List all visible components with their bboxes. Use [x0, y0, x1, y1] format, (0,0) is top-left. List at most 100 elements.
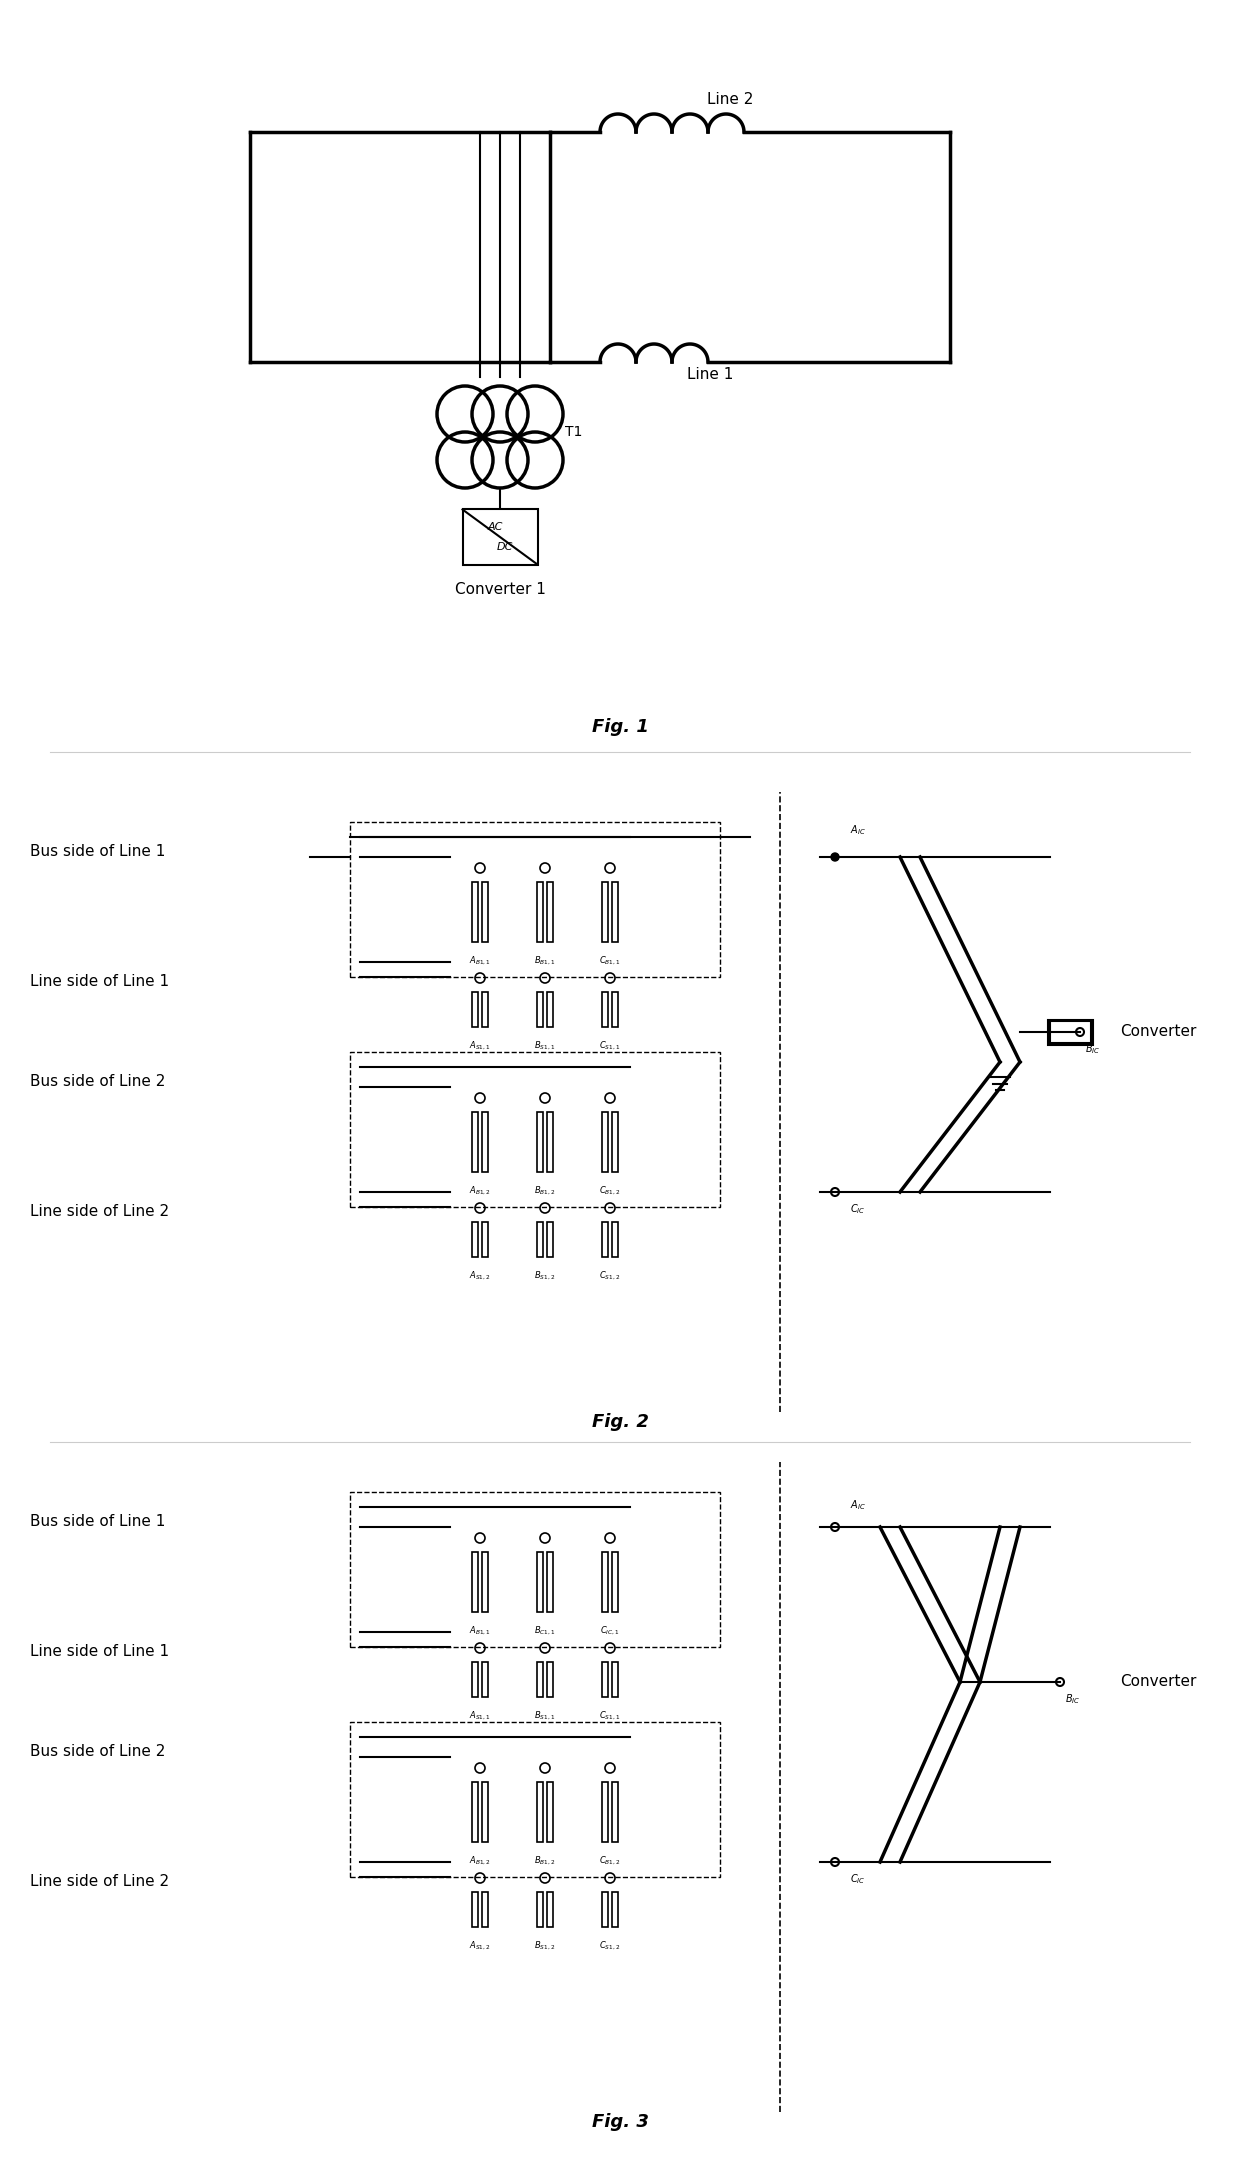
Text: Line 2: Line 2	[707, 92, 753, 107]
Bar	[547, 1783, 553, 1842]
Text: $B_{C1,1}$: $B_{C1,1}$	[534, 1626, 556, 1636]
Bar	[601, 1663, 608, 1698]
Text: $C_{S1,1}$: $C_{S1,1}$	[599, 1041, 621, 1052]
Text: DC: DC	[497, 541, 513, 552]
Text: $B_{B1,2}$: $B_{B1,2}$	[534, 1185, 556, 1198]
Bar	[463, 511, 537, 565]
Text: $B_{B1,1}$: $B_{B1,1}$	[534, 956, 556, 967]
Bar	[482, 1663, 489, 1698]
Bar	[537, 1783, 543, 1842]
Bar	[537, 1222, 543, 1257]
Bar	[601, 1551, 608, 1612]
Text: $C_{IC}$: $C_{IC}$	[849, 1202, 866, 1215]
Text: $B_{S1,2}$: $B_{S1,2}$	[534, 1940, 556, 1953]
Text: T1: T1	[565, 425, 583, 439]
Text: $C_{IC}$: $C_{IC}$	[849, 1872, 866, 1885]
Bar	[547, 1113, 553, 1172]
Bar	[613, 1892, 618, 1927]
Bar	[547, 1663, 553, 1698]
Text: $A_{S1,1}$: $A_{S1,1}$	[469, 1711, 491, 1722]
Bar	[613, 1783, 618, 1842]
Bar	[537, 993, 543, 1028]
Text: Bus side of Line 2: Bus side of Line 2	[30, 1743, 165, 1759]
Bar	[601, 1783, 608, 1842]
Bar	[482, 1113, 489, 1172]
Bar	[472, 1892, 477, 1927]
Bar	[350, 1492, 720, 1647]
Text: Line 1: Line 1	[687, 367, 733, 382]
Text: AC: AC	[487, 521, 502, 532]
Bar	[547, 993, 553, 1028]
Text: $C_{B1,2}$: $C_{B1,2}$	[599, 1185, 621, 1198]
Text: $A_{S1,2}$: $A_{S1,2}$	[469, 1270, 491, 1283]
Text: Line side of Line 2: Line side of Line 2	[30, 1874, 169, 1890]
Text: $A_{S1,2}$: $A_{S1,2}$	[469, 1940, 491, 1953]
Text: $C_{S1,1}$: $C_{S1,1}$	[599, 1711, 621, 1722]
Bar	[547, 1892, 553, 1927]
Bar	[601, 1892, 608, 1927]
Text: Bus side of Line 2: Bus side of Line 2	[30, 1074, 165, 1089]
Text: Line side of Line 1: Line side of Line 1	[30, 975, 169, 988]
Text: Line side of Line 1: Line side of Line 1	[30, 1645, 169, 1661]
Text: Converter: Converter	[1120, 1674, 1197, 1689]
Bar	[472, 1783, 477, 1842]
Bar	[613, 993, 618, 1028]
Bar	[537, 1892, 543, 1927]
Bar	[472, 1222, 477, 1257]
Bar	[601, 882, 608, 943]
Circle shape	[831, 853, 839, 862]
Text: $B_{IC}$: $B_{IC}$	[1065, 1691, 1080, 1706]
Bar	[613, 882, 618, 943]
Text: $A_{S1,1}$: $A_{S1,1}$	[469, 1041, 491, 1052]
Bar	[350, 1722, 720, 1877]
Text: Converter 1: Converter 1	[455, 583, 546, 598]
Text: $A_{B1,2}$: $A_{B1,2}$	[469, 1185, 491, 1198]
Bar	[482, 1783, 489, 1842]
Bar	[547, 1222, 553, 1257]
Bar	[472, 993, 477, 1028]
Text: $C_{S1,2}$: $C_{S1,2}$	[599, 1940, 621, 1953]
Bar	[537, 1551, 543, 1612]
Text: Converter: Converter	[1120, 1026, 1197, 1039]
Bar	[613, 1663, 618, 1698]
Bar	[350, 1052, 720, 1207]
Text: Fig. 3: Fig. 3	[591, 2112, 649, 2132]
Bar	[547, 1551, 553, 1612]
Bar	[482, 1222, 489, 1257]
Bar	[482, 993, 489, 1028]
Text: $B_{IC}$: $B_{IC}$	[1085, 1043, 1100, 1056]
Bar	[482, 1892, 489, 1927]
Bar	[472, 1663, 477, 1698]
Text: Line side of Line 2: Line side of Line 2	[30, 1204, 169, 1220]
Bar	[482, 882, 489, 943]
Text: $C_{B1,1}$: $C_{B1,1}$	[599, 956, 621, 967]
Text: Fig. 1: Fig. 1	[591, 718, 649, 735]
Text: $A_{B1,1}$: $A_{B1,1}$	[469, 956, 491, 967]
Text: $B_{S1,2}$: $B_{S1,2}$	[534, 1270, 556, 1283]
Text: $A_{B1,1}$: $A_{B1,1}$	[469, 1626, 491, 1636]
Bar	[537, 1663, 543, 1698]
Bar	[613, 1113, 618, 1172]
Bar	[537, 882, 543, 943]
Bar	[601, 993, 608, 1028]
Bar	[472, 1113, 477, 1172]
Bar	[613, 1222, 618, 1257]
Bar	[482, 1551, 489, 1612]
Bar	[472, 1551, 477, 1612]
Bar	[1049, 1021, 1090, 1043]
Text: $A_{IC}$: $A_{IC}$	[849, 1499, 866, 1512]
Text: Bus side of Line 1: Bus side of Line 1	[30, 844, 165, 860]
Text: $C_{B1,2}$: $C_{B1,2}$	[599, 1855, 621, 1868]
Bar	[537, 1113, 543, 1172]
Text: Fig. 2: Fig. 2	[591, 1414, 649, 1431]
Text: $A_{B1,2}$: $A_{B1,2}$	[469, 1855, 491, 1868]
Text: $C_{S1,2}$: $C_{S1,2}$	[599, 1270, 621, 1283]
Bar	[350, 823, 720, 978]
Bar	[601, 1113, 608, 1172]
Text: $C_{IC,1}$: $C_{IC,1}$	[600, 1626, 620, 1636]
Text: $B_{S1,1}$: $B_{S1,1}$	[534, 1711, 556, 1722]
Bar	[472, 882, 477, 943]
Text: $B_{S1,1}$: $B_{S1,1}$	[534, 1041, 556, 1052]
Text: Bus side of Line 1: Bus side of Line 1	[30, 1514, 165, 1530]
Bar	[601, 1222, 608, 1257]
